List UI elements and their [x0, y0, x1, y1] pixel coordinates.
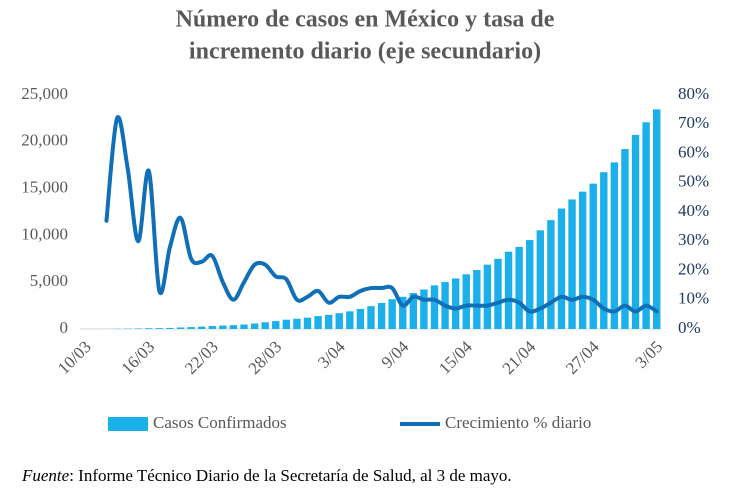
bar	[536, 230, 545, 329]
bar	[367, 306, 375, 329]
x-tick-label: 10/03	[54, 337, 95, 378]
bar	[229, 325, 238, 329]
bar	[568, 199, 576, 329]
bar	[250, 323, 259, 329]
bar	[208, 326, 216, 329]
y2-tick-label: 10%	[678, 289, 709, 308]
bar	[293, 318, 301, 329]
y2-tick-label: 40%	[678, 201, 709, 220]
bar	[314, 316, 322, 329]
bar	[600, 172, 608, 329]
bar	[399, 296, 407, 329]
legend-label: Crecimiento % diario	[445, 413, 591, 432]
x-tick-label: 27/04	[562, 337, 603, 378]
x-tick-label: 3/05	[631, 337, 666, 372]
x-tick-label: 9/04	[378, 337, 413, 372]
bar	[589, 183, 597, 329]
bar	[187, 327, 195, 329]
bar	[557, 208, 566, 329]
bar	[621, 149, 629, 329]
legend-swatch	[108, 417, 148, 431]
x-tick-label: 15/04	[435, 337, 476, 378]
bar	[494, 258, 502, 329]
y-tick-label: 0	[60, 318, 69, 337]
bar	[504, 251, 513, 329]
chart-title: incremento diario (eje secundario)	[189, 39, 541, 65]
y2-tick-label: 20%	[678, 259, 709, 278]
bar	[473, 270, 481, 329]
y2-tick-label: 30%	[678, 230, 709, 249]
bar	[335, 313, 343, 329]
bar	[282, 319, 291, 329]
bar	[653, 109, 661, 330]
bar	[631, 134, 640, 329]
y2-tick-label: 80%	[678, 84, 709, 103]
bar	[324, 314, 333, 329]
bar	[145, 328, 153, 329]
y2-tick-label: 60%	[678, 142, 709, 161]
bar	[346, 311, 354, 329]
bar	[388, 299, 396, 329]
bar	[483, 264, 492, 329]
bar	[356, 308, 365, 329]
chart-title: Número de casos en México y tasa de	[176, 7, 555, 33]
y-tick-label: 10,000	[21, 224, 68, 243]
bar	[610, 162, 619, 329]
line	[104, 115, 659, 314]
bar	[303, 317, 312, 329]
y2-tick-label: 0%	[678, 318, 701, 337]
y-tick-label: 25,000	[21, 84, 68, 103]
bar	[515, 246, 523, 329]
y2-tick-label: 70%	[678, 113, 709, 132]
x-tick-label: 28/03	[245, 337, 286, 378]
footer: Fuente: Informe Técnico Diario de la Sec…	[22, 466, 512, 486]
y-tick-label: 5,000	[30, 271, 68, 290]
bar	[272, 321, 280, 329]
bar	[197, 326, 206, 329]
y-tick-label: 20,000	[21, 131, 68, 150]
bar	[155, 328, 164, 329]
bar	[547, 220, 555, 329]
bar	[642, 122, 650, 329]
y-tick-label: 15,000	[21, 178, 68, 197]
bar	[578, 191, 587, 329]
legend-label: Casos Confirmados	[153, 413, 287, 432]
x-tick-label: 22/03	[181, 337, 222, 378]
x-tick-label: 3/04	[314, 337, 349, 372]
y2-tick-label: 50%	[678, 172, 709, 191]
source-label: Fuente	[22, 466, 70, 485]
bar	[377, 302, 386, 329]
x-tick-label: 16/03	[118, 337, 159, 378]
bar	[526, 240, 534, 329]
bar	[219, 325, 227, 329]
bar	[176, 327, 185, 329]
x-tick-label: 21/04	[498, 337, 539, 378]
bar	[462, 274, 470, 329]
bar	[430, 285, 439, 329]
bar	[261, 322, 269, 329]
bar	[409, 293, 418, 329]
bar	[240, 324, 248, 329]
bar	[420, 289, 428, 329]
bar	[451, 278, 460, 329]
source-text: : Informe Técnico Diario de la Secretarí…	[69, 466, 512, 485]
bar	[166, 327, 174, 329]
